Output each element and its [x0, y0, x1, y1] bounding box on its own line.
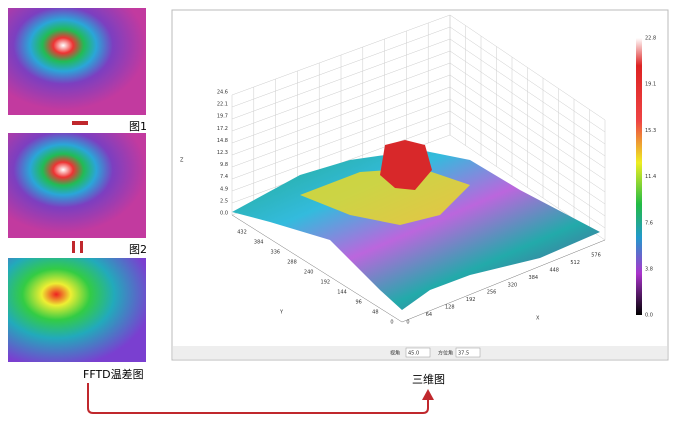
x-tick-label: 256	[487, 290, 497, 296]
x-tick-label: 384	[529, 275, 539, 281]
caption: 图1	[129, 120, 147, 133]
y-tick-label: 192	[321, 280, 331, 286]
thermal-image	[8, 258, 146, 362]
z-tick-label: 0.0	[220, 211, 228, 217]
axis-label: Y	[279, 310, 284, 316]
colorbar-label: 15.3	[645, 128, 656, 134]
colorbar-label: 0.0	[645, 313, 653, 319]
x-tick-label: 576	[591, 253, 601, 259]
x-tick-label: 512	[570, 260, 580, 266]
z-tick-label: 24.6	[217, 90, 228, 96]
minus-sign	[72, 121, 88, 125]
colorbar-label: 22.8	[645, 36, 656, 42]
input-value: 45.0	[408, 351, 419, 357]
arrow-head	[422, 389, 434, 400]
caption: FFTD温差图	[83, 367, 144, 381]
arrow	[87, 383, 429, 414]
y-tick-label: 288	[287, 260, 297, 266]
y-tick-label: 336	[271, 250, 281, 256]
x-tick-label: 64	[426, 312, 432, 318]
axis-label: Z	[180, 158, 184, 164]
colorbar-label: 3.8	[645, 267, 653, 273]
input-box	[405, 347, 431, 358]
colorbar-label: 7.6	[645, 220, 653, 226]
z-tick-label: 14.8	[217, 138, 228, 144]
x-tick-label: 448	[549, 267, 559, 273]
x-tick-label: 320	[508, 282, 518, 288]
control-label: 视角	[390, 350, 400, 357]
y-tick-label: 384	[254, 240, 264, 246]
axis-line	[231, 214, 606, 323]
equals-sign	[80, 241, 83, 253]
colorbar-label: 19.1	[645, 82, 656, 88]
x-tick-label: 192	[466, 297, 476, 303]
y-tick-label: 96	[355, 300, 361, 306]
z-tick-label: 17.2	[217, 126, 228, 132]
x-tick-label: 0	[406, 320, 409, 326]
thermal-image	[8, 8, 146, 115]
control-label: 方位角	[438, 350, 453, 357]
caption: 图2	[129, 243, 147, 256]
z-tick-label: 19.7	[217, 114, 228, 120]
y-tick-label: 0	[390, 320, 393, 326]
grid-line	[231, 14, 606, 121]
axis-label: X	[536, 316, 540, 322]
z-tick-label: 9.8	[220, 162, 228, 168]
y-tick-label: 240	[304, 270, 314, 276]
z-tick-label: 7.4	[220, 174, 228, 180]
equals-sign	[72, 241, 75, 253]
colorbar-label: 11.4	[645, 174, 656, 180]
caption: 三维图	[412, 373, 445, 386]
y-tick-label: 48	[372, 310, 378, 316]
z-tick-label: 22.1	[217, 102, 228, 108]
colorbar	[636, 38, 642, 315]
y-tick-label: 432	[237, 230, 247, 236]
surface-peak	[380, 140, 432, 190]
x-tick-label: 128	[445, 305, 455, 311]
z-tick-label: 12.3	[217, 150, 228, 156]
thermal-images	[8, 8, 146, 362]
input-box	[455, 347, 481, 358]
z-tick-label: 2.5	[220, 198, 228, 204]
thermal-image	[8, 133, 146, 238]
y-tick-label: 144	[337, 290, 347, 296]
surface-warm	[300, 168, 470, 225]
input-value: 37.5	[458, 351, 469, 357]
z-tick-label: 4.9	[220, 186, 228, 192]
